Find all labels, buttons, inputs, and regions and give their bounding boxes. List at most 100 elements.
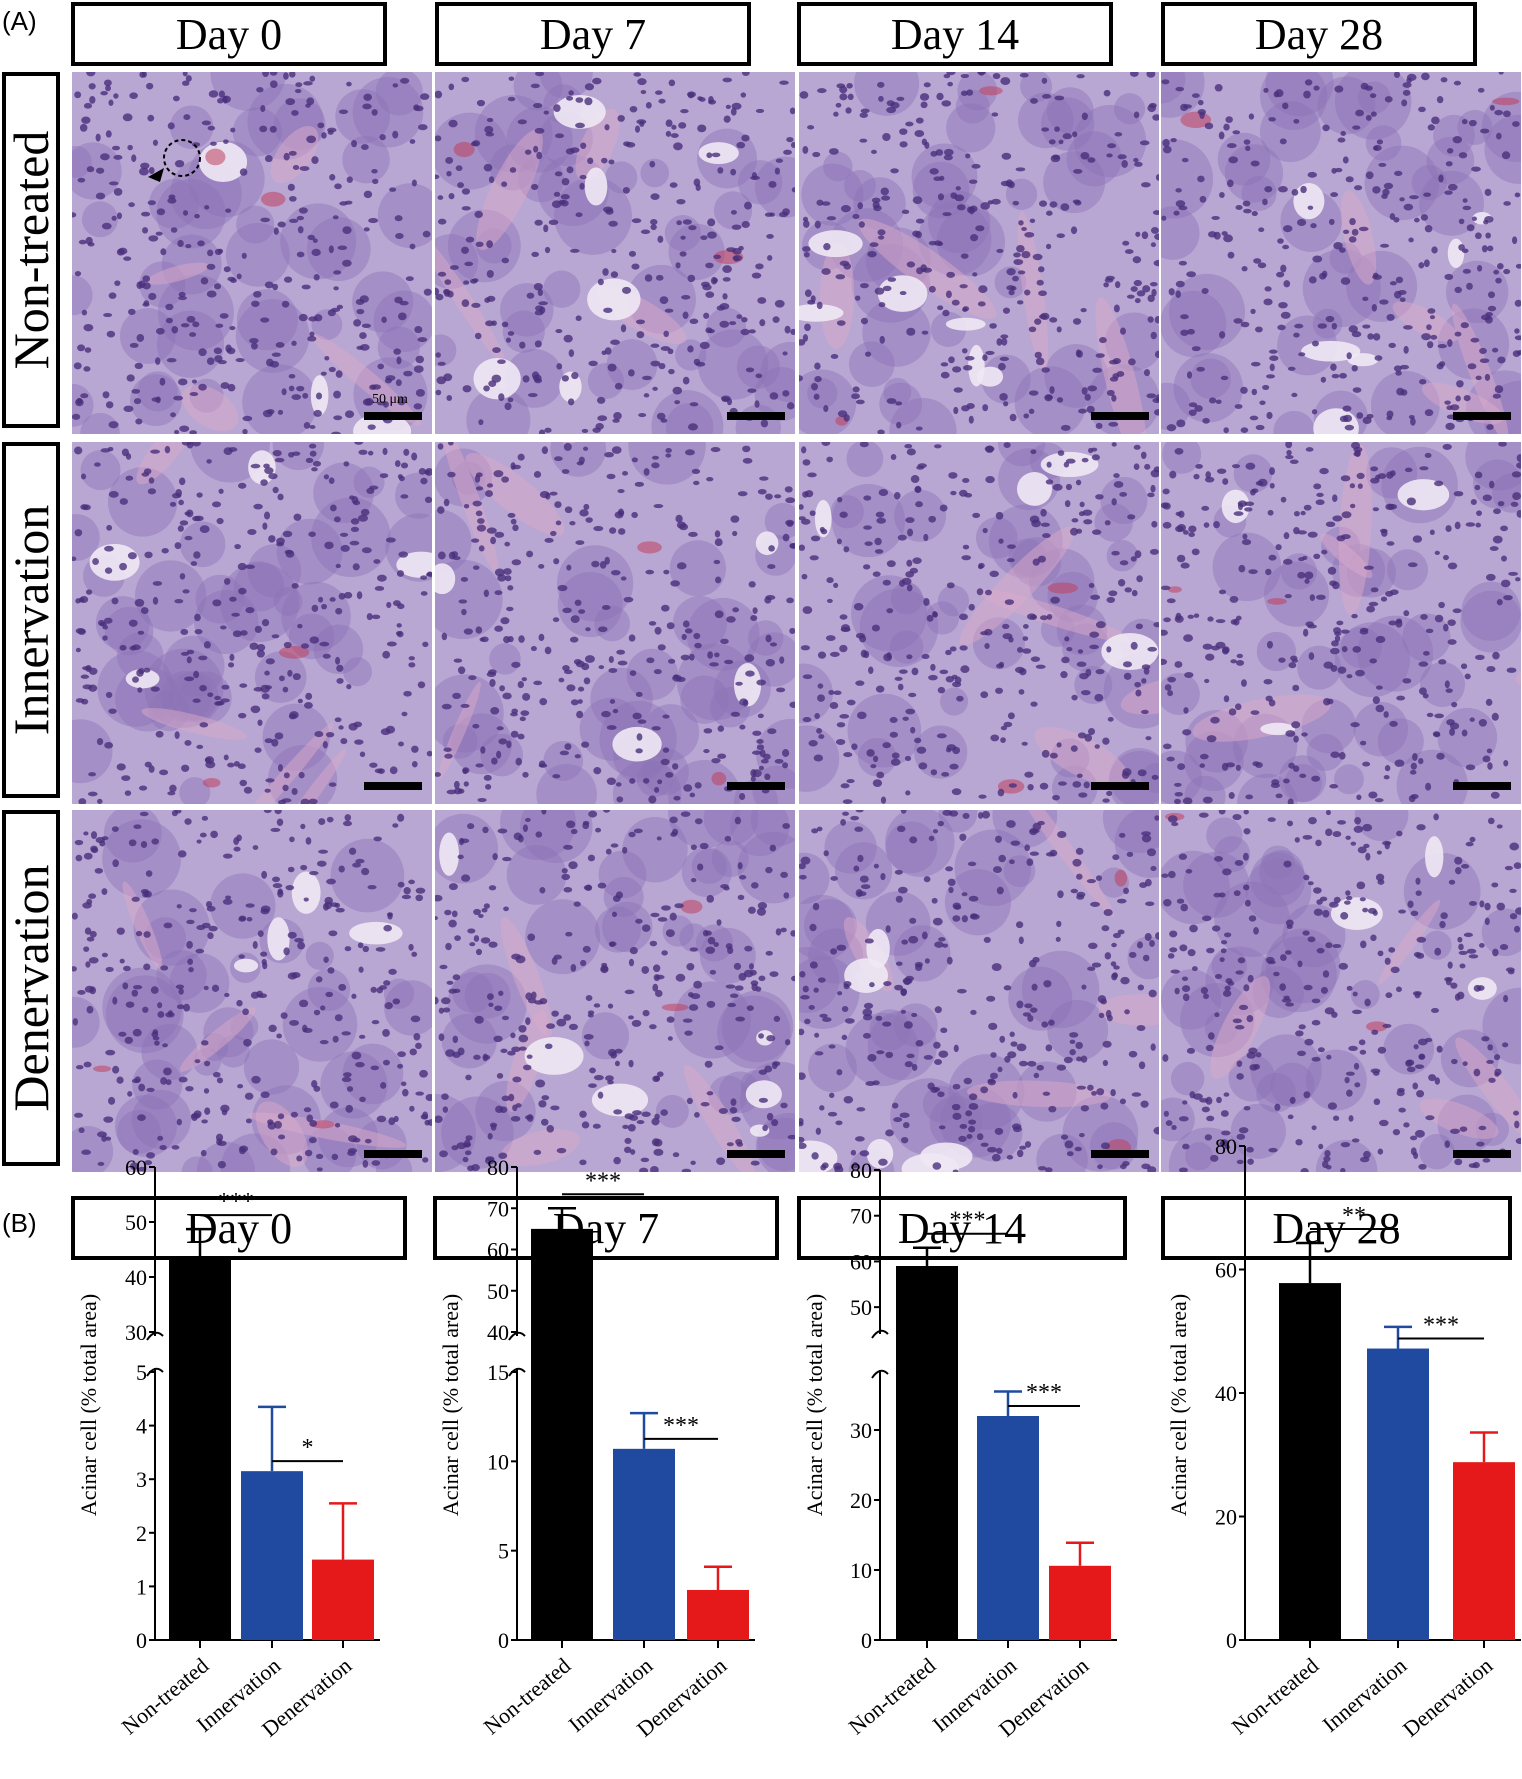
scale-bar: [1453, 1150, 1511, 1158]
histology-image-denervation-day-7: [435, 810, 795, 1172]
bar-denervation: [1049, 1565, 1111, 1640]
panel-a-header-day-14: Day 14: [797, 2, 1113, 66]
y-tick-label: 20: [1215, 1505, 1237, 1530]
y-tick-label: 0: [1226, 1628, 1237, 1653]
y-tick-label: 60: [1215, 1258, 1237, 1283]
histology-image-innervation-day-28: [1161, 442, 1521, 804]
y-tick-label: 5: [498, 1539, 509, 1564]
x-tick-label: Non-treated: [479, 1653, 576, 1740]
bar-innervation: [1367, 1348, 1429, 1640]
scale-bar: [1091, 782, 1149, 790]
panel-a-header-day-7: Day 7: [435, 2, 751, 66]
y-tick-label: 40: [125, 1265, 147, 1290]
y-tick-label: 15: [487, 1360, 509, 1385]
y-tick-label: 10: [487, 1449, 509, 1474]
acinus-outline: [163, 139, 201, 177]
y-axis-label: Acinar cell (% total area): [438, 1294, 463, 1516]
y-tick-label: 50: [850, 1295, 872, 1320]
row-label-non-treated: Non-treated: [2, 72, 60, 428]
scale-bar: [364, 782, 422, 790]
x-tick-label: Non-treated: [117, 1653, 214, 1740]
significance-label: ***: [1423, 1313, 1459, 1339]
scale-bar: [1091, 412, 1149, 420]
bar-non-treated: [896, 1266, 958, 1640]
row-label-text: Non-treated: [3, 130, 59, 370]
y-tick-label: 2: [136, 1521, 147, 1546]
x-tick-label: Non-treated: [844, 1653, 941, 1740]
scale-bar: [1453, 412, 1511, 420]
axis-break-mark: [146, 1331, 164, 1341]
panel-a-header-day-0: Day 0: [71, 2, 387, 66]
y-tick-label: 40: [1215, 1381, 1237, 1406]
significance-label: ***: [663, 1413, 699, 1439]
row-label-text: Innervation: [3, 504, 59, 736]
y-tick-label: 10: [850, 1558, 872, 1583]
x-tick-label: Innervation: [191, 1653, 285, 1737]
y-tick-label: 0: [861, 1628, 872, 1653]
x-tick-label: Denervation: [1398, 1653, 1497, 1742]
y-tick-label: 20: [850, 1488, 872, 1513]
bar-denervation: [687, 1589, 749, 1640]
y-tick-label: 50: [487, 1279, 509, 1304]
panel-a-header-day-28: Day 28: [1161, 2, 1477, 66]
x-tick-label: Denervation: [257, 1653, 356, 1742]
scale-bar: [727, 1150, 785, 1158]
axis-break-mark: [871, 1369, 889, 1379]
panel-b-header-day-7: Day 7: [433, 1196, 779, 1260]
row-label-innervation: Innervation: [2, 442, 60, 798]
panel-b-label: (B): [2, 1208, 37, 1238]
scale-bar: [364, 412, 422, 420]
axis-break-mark: [146, 1367, 164, 1377]
bar-denervation: [312, 1559, 374, 1640]
histology-image-non-treated-day-7: [435, 72, 795, 434]
panel-b-header-day-28: Day 28: [1161, 1196, 1512, 1260]
histology-image-denervation-day-28: [1161, 810, 1521, 1172]
arrowhead-icon: [148, 168, 164, 182]
histology-image-innervation-day-0: [72, 442, 432, 804]
panel-b-header-day-14: Day 14: [797, 1196, 1127, 1260]
y-tick-label: 40: [487, 1320, 509, 1345]
y-tick-label: 4: [136, 1414, 147, 1439]
axis-break-mark: [871, 1329, 889, 1339]
scale-bar-label: 50 μm: [372, 392, 408, 407]
histology-image-denervation-day-0: [72, 810, 432, 1172]
bar-innervation: [977, 1416, 1039, 1640]
scale-bar: [727, 782, 785, 790]
y-axis-label: Acinar cell (% total area): [802, 1294, 827, 1516]
bar-denervation: [1453, 1462, 1515, 1640]
scale-bar: [727, 412, 785, 420]
bar-non-treated: [169, 1257, 231, 1640]
x-tick-label: Innervation: [563, 1653, 657, 1737]
significance-label: *: [302, 1435, 314, 1461]
y-axis-label: Acinar cell (% total area): [1166, 1294, 1191, 1516]
panel-b-header-day-0: Day 0: [71, 1196, 407, 1260]
row-label-text: Denervation: [3, 864, 59, 1112]
y-tick-label: 5: [136, 1360, 147, 1385]
y-axis-label: Acinar cell (% total area): [76, 1294, 101, 1516]
histology-image-non-treated-day-14: [799, 72, 1159, 434]
bar-innervation: [613, 1448, 675, 1640]
x-tick-label: Denervation: [632, 1653, 731, 1742]
scale-bar: [364, 1150, 422, 1158]
histology-image-non-treated-day-28: [1161, 72, 1521, 434]
x-tick-label: Innervation: [927, 1653, 1021, 1737]
panel-a-label: (A): [2, 6, 37, 36]
significance-label: ***: [585, 1168, 621, 1194]
histology-image-denervation-day-14: [799, 810, 1159, 1172]
scale-bar: [1453, 782, 1511, 790]
y-tick-label: 30: [850, 1418, 872, 1443]
y-tick-label: 1: [136, 1574, 147, 1599]
histology-image-innervation-day-7: [435, 442, 795, 804]
x-tick-label: Non-treated: [1227, 1653, 1324, 1740]
y-tick-label: 0: [136, 1628, 147, 1653]
y-tick-label: 30: [125, 1320, 147, 1345]
y-tick-label: 0: [498, 1628, 509, 1653]
axis-break-mark: [508, 1331, 526, 1341]
scale-bar: [1091, 1150, 1149, 1158]
histology-image-non-treated-day-0: [72, 72, 432, 434]
bar-non-treated: [531, 1228, 593, 1640]
bar-innervation: [241, 1471, 303, 1640]
significance-label: ***: [1026, 1380, 1062, 1406]
row-label-denervation: Denervation: [2, 810, 60, 1166]
x-tick-label: Denervation: [994, 1653, 1093, 1742]
